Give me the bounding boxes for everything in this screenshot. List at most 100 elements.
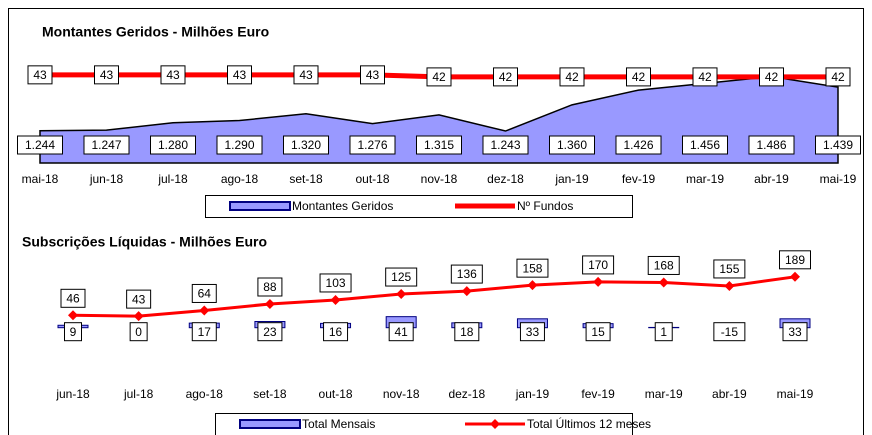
data-label: 42 (698, 70, 712, 84)
legend-label: Nº Fundos (517, 199, 573, 213)
data-label: 23 (263, 325, 277, 339)
data-label: 1.315 (424, 138, 454, 152)
data-label: 43 (132, 292, 146, 306)
data-label: 42 (831, 70, 845, 84)
x-tick-label: dez-18 (487, 172, 524, 186)
legend-label: Total Últimos 12 meses (527, 416, 651, 431)
marker (68, 310, 78, 321)
chart-title: Montantes Geridos - Milhões Euro (42, 24, 269, 40)
data-label: 1.439 (823, 138, 853, 152)
x-tick-label: nov-18 (383, 387, 420, 401)
data-label-box (257, 322, 283, 342)
legend-box (205, 195, 633, 218)
data-label: 43 (33, 68, 47, 82)
data-label-box (482, 135, 529, 155)
data-label-box (60, 288, 86, 308)
data-label-box (759, 67, 784, 87)
marker (724, 280, 735, 291)
marker (461, 286, 472, 297)
x-tick-label: mar-19 (686, 172, 724, 186)
data-label-box (815, 135, 861, 155)
data-label-box (126, 289, 152, 309)
x-tick-label: jun-18 (89, 172, 124, 186)
data-label-box (615, 135, 662, 155)
x-tick-label: mai-19 (777, 387, 814, 401)
data-label: 43 (166, 68, 180, 82)
x-tick-label: ago-18 (221, 172, 259, 186)
data-label-box (519, 322, 545, 342)
data-label-box (549, 135, 595, 155)
data-label-box (129, 322, 148, 342)
data-label: 43 (299, 68, 313, 82)
data-label-box (323, 322, 349, 342)
data-label: 103 (326, 276, 346, 290)
data-label-box (647, 255, 680, 275)
marker (593, 276, 604, 287)
data-label: 1.276 (357, 138, 387, 152)
x-tick-label: out-18 (319, 387, 353, 401)
data-label-box (293, 65, 319, 85)
x-tick-label: jan-19 (554, 172, 589, 186)
data-label: 33 (526, 325, 540, 339)
data-label: 136 (457, 267, 477, 281)
x-tick-label: mai-19 (820, 172, 857, 186)
data-label: 16 (329, 325, 343, 339)
x-tick-label: fev-19 (622, 172, 656, 186)
legend-marker (490, 419, 500, 429)
data-label: 1.280 (158, 138, 188, 152)
x-tick-label: jan-19 (515, 387, 550, 401)
data-label-box (493, 67, 518, 87)
data-label-box (692, 67, 718, 87)
line (72, 275, 796, 318)
x-tick-label: ago-18 (186, 387, 224, 401)
x-tick-label: dez-18 (448, 387, 485, 401)
data-label-box (216, 135, 263, 155)
data-label-box (626, 67, 651, 87)
x-tick-label: fev-19 (581, 387, 615, 401)
marker (199, 305, 210, 316)
data-label: 42 (632, 70, 646, 84)
data-label-box (426, 67, 452, 87)
data-label-box (713, 259, 746, 279)
x-tick-label: jul-18 (157, 172, 188, 186)
x-tick-label: mai-18 (22, 172, 59, 186)
data-label-box (385, 267, 418, 287)
data-label-box (17, 135, 63, 155)
x-tick-label: set-18 (289, 172, 323, 186)
marker (264, 299, 275, 309)
legend-swatch (229, 201, 291, 211)
data-label-box (582, 255, 615, 275)
data-label-box (416, 135, 462, 155)
legend-swatch (239, 419, 301, 429)
x-tick-label: nov-18 (421, 172, 458, 186)
data-label: 15 (591, 325, 605, 339)
data-label-box (83, 135, 130, 155)
data-label: 1.290 (224, 138, 254, 152)
data-label: 17 (198, 325, 212, 339)
data-label-box (64, 322, 82, 342)
data-label: 1.486 (756, 138, 786, 152)
data-label-box (283, 135, 329, 155)
data-label-box (782, 322, 808, 342)
data-label: 43 (233, 68, 247, 82)
x-tick-label: jul-18 (123, 387, 154, 401)
data-label: 1.456 (690, 138, 720, 152)
marker (658, 277, 669, 288)
data-label: -15 (721, 325, 739, 339)
data-label: 42 (565, 70, 579, 84)
data-label: 1.243 (490, 138, 520, 152)
data-label: 42 (499, 70, 513, 84)
data-label-box (191, 322, 217, 342)
x-tick-label: set-18 (253, 387, 287, 401)
data-label: 1.247 (91, 138, 121, 152)
data-label: 168 (654, 259, 674, 273)
data-label-box (360, 65, 385, 85)
data-label-box (150, 135, 196, 155)
data-label: 0 (135, 325, 142, 339)
data-label-box (27, 65, 53, 85)
data-label-box (349, 135, 396, 155)
data-label: 43 (100, 68, 114, 82)
data-label-box (454, 322, 480, 342)
data-label-box (450, 264, 483, 284)
